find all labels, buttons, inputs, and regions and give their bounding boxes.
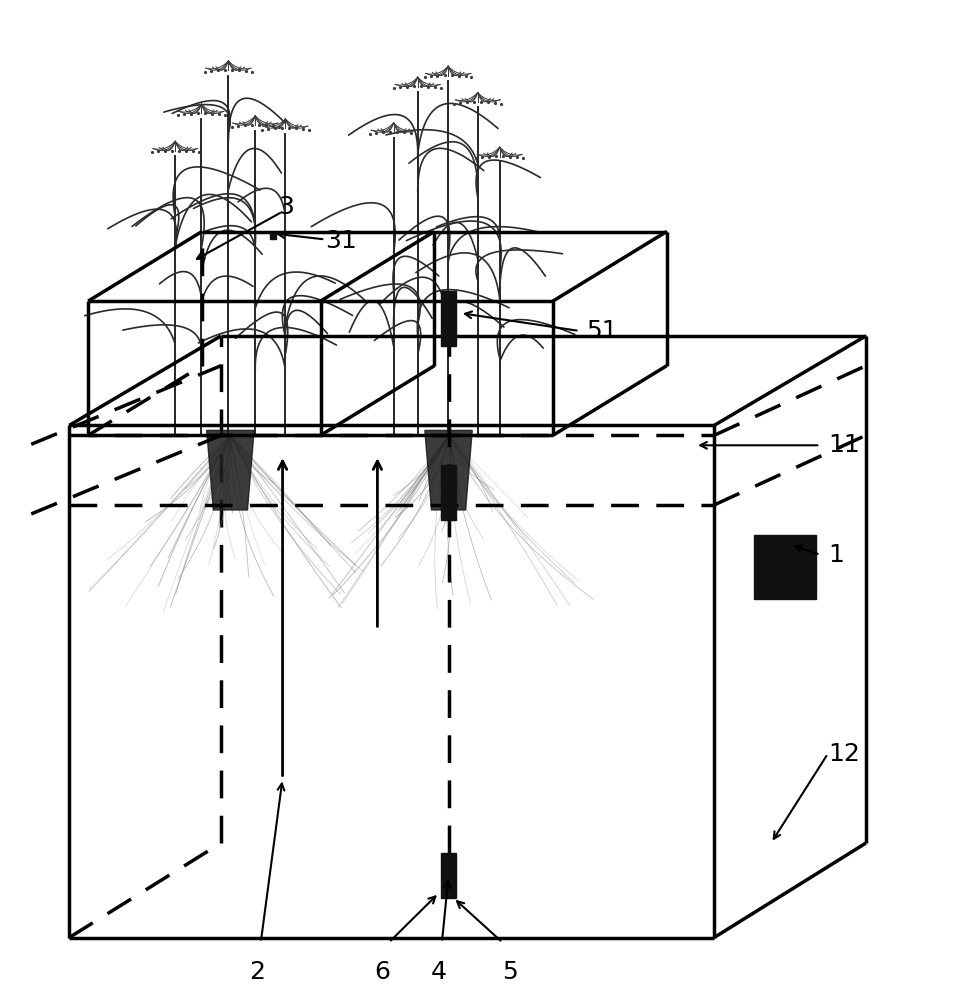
- Text: 6: 6: [374, 960, 390, 984]
- Text: 31: 31: [325, 229, 356, 253]
- Polygon shape: [207, 430, 253, 510]
- Text: 11: 11: [827, 433, 859, 457]
- Polygon shape: [424, 430, 472, 510]
- Text: 3: 3: [277, 195, 294, 219]
- Text: 2: 2: [249, 960, 265, 984]
- Text: 1: 1: [827, 543, 842, 567]
- Bar: [753, 535, 815, 599]
- Text: 51: 51: [585, 319, 617, 343]
- Text: 4: 4: [431, 960, 447, 984]
- Bar: [440, 853, 456, 898]
- Text: 5: 5: [502, 960, 517, 984]
- Text: 12: 12: [827, 742, 859, 766]
- Bar: [440, 291, 456, 346]
- Bar: [440, 465, 456, 520]
